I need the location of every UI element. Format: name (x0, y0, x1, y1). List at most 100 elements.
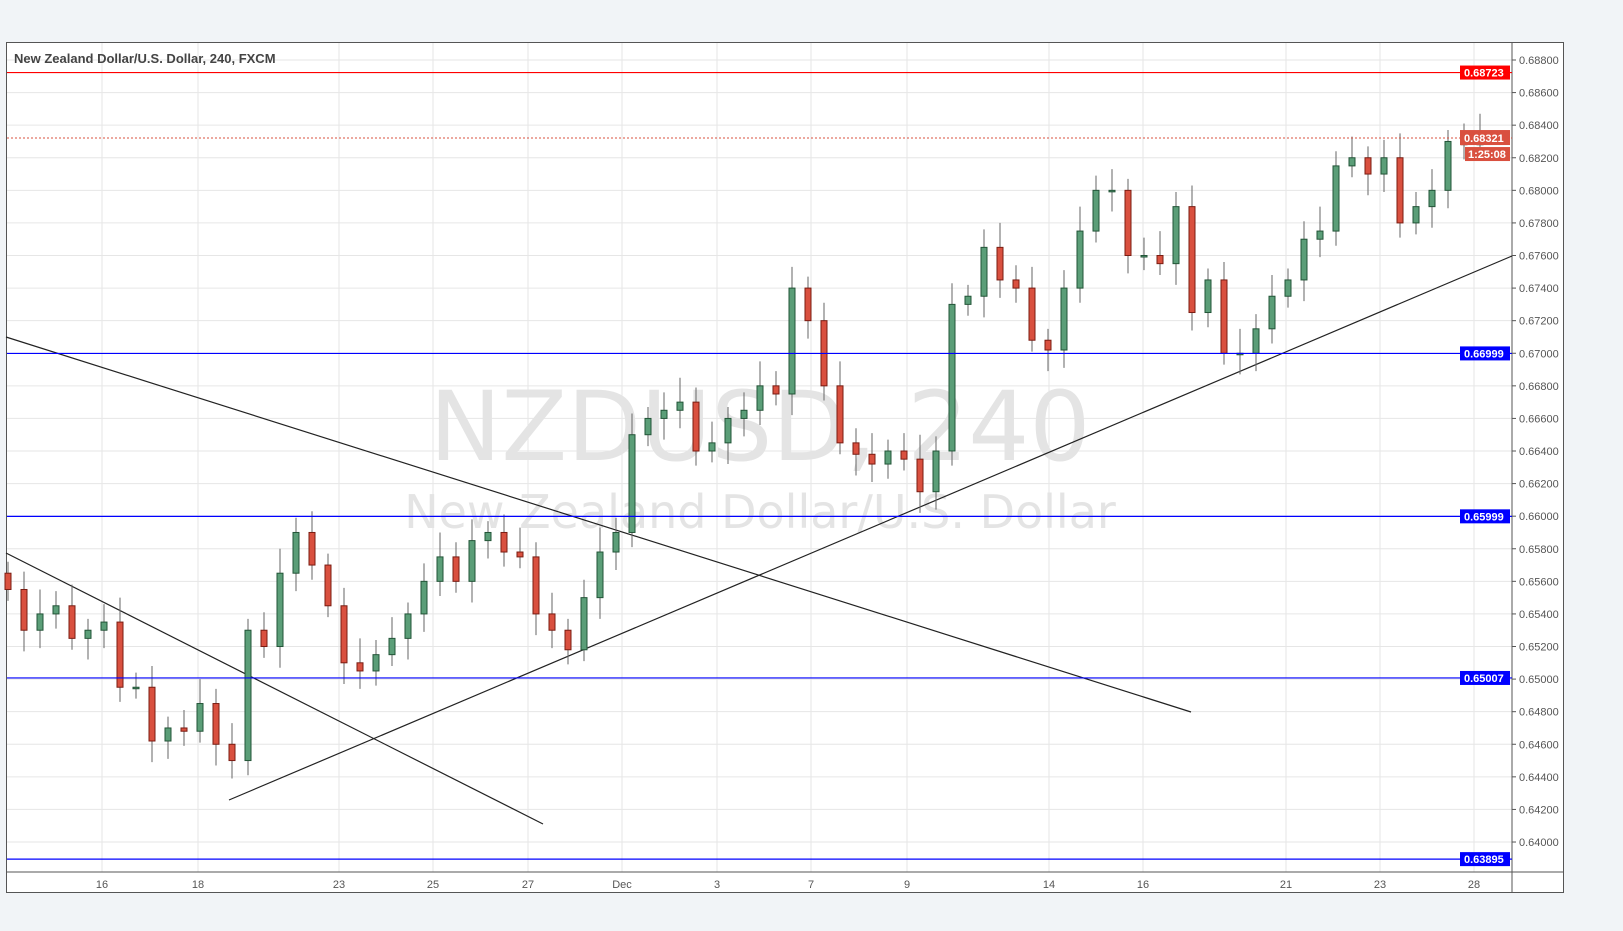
candle-down (356, 662, 364, 672)
candle-down (324, 564, 332, 607)
candle-down (68, 605, 76, 639)
candle-up (292, 531, 300, 574)
candle-down (228, 743, 236, 762)
y-tick-label: 0.64400 (1519, 772, 1559, 784)
candle-up (708, 442, 716, 452)
candle-down (500, 531, 508, 553)
last-price-label: 0.68321 (1464, 133, 1504, 145)
candle-up (132, 686, 140, 690)
candle-up (36, 613, 44, 631)
candle-down (548, 613, 556, 631)
candle-up (436, 556, 444, 582)
candle-up (484, 531, 492, 542)
x-tick-label: 9 (904, 879, 910, 891)
candle-down (148, 686, 156, 742)
y-tick-label: 0.66400 (1519, 446, 1559, 458)
chart-frame[interactable] (6, 42, 1564, 893)
candle-up (1412, 206, 1420, 224)
y-tick-label: 0.66000 (1519, 511, 1559, 523)
candle-up (420, 580, 428, 615)
candle-up (404, 613, 412, 639)
candle-up (628, 434, 636, 533)
candle-up (276, 572, 284, 648)
candle-up (1172, 206, 1180, 265)
x-tick-label: 3 (714, 879, 720, 891)
candle-down (1012, 279, 1020, 289)
candle-down (692, 401, 700, 452)
candle-up (468, 540, 476, 582)
x-tick-label: 21 (1280, 879, 1292, 891)
candle-up (1060, 287, 1068, 351)
candle-up (1140, 255, 1148, 258)
candle-up (196, 703, 204, 732)
y-tick-label: 0.64600 (1519, 739, 1559, 751)
candle-up (612, 531, 620, 553)
price-label: 0.63895 (1464, 854, 1504, 866)
candle-down (340, 605, 348, 664)
candle-down (868, 453, 876, 465)
candle-down (212, 703, 220, 745)
candle-down (996, 246, 1004, 281)
candle-up (964, 295, 972, 305)
candle-up (164, 727, 172, 742)
y-tick-label: 0.64800 (1519, 707, 1559, 719)
price-label: 0.65007 (1464, 673, 1504, 685)
y-tick-label: 0.67000 (1519, 348, 1559, 360)
candle-up (1076, 230, 1084, 289)
candle-up (756, 385, 764, 411)
y-tick-label: 0.68600 (1519, 88, 1559, 100)
y-tick-label: 0.65400 (1519, 609, 1559, 621)
candle-up (372, 654, 380, 672)
candle-up (724, 417, 732, 444)
candle-down (1028, 287, 1036, 341)
y-tick-label: 0.64000 (1519, 837, 1559, 849)
candle-down (804, 287, 812, 322)
y-tick-label: 0.66200 (1519, 479, 1559, 491)
candle-up (1268, 295, 1276, 330)
price-label-box (1460, 509, 1510, 524)
x-tick-label: 23 (1374, 879, 1386, 891)
y-tick-label: 0.66600 (1519, 413, 1559, 425)
candle-up (244, 629, 252, 762)
price-label: 0.66999 (1464, 348, 1504, 360)
candle-down (1044, 339, 1052, 351)
x-tick-label: 16 (1137, 879, 1149, 891)
candle-up (644, 417, 652, 436)
y-tick-label: 0.68200 (1519, 153, 1559, 165)
candle-down (452, 556, 460, 582)
candle-down (1188, 206, 1196, 314)
candle-up (1092, 189, 1100, 232)
candle-down (836, 385, 844, 444)
candle-up (1380, 157, 1388, 175)
price-label: 0.65999 (1464, 511, 1504, 523)
x-tick-label: Dec (612, 879, 632, 891)
y-tick-label: 0.68800 (1519, 55, 1559, 67)
candle-up (596, 551, 604, 599)
y-tick-label: 0.65000 (1519, 674, 1559, 686)
watermark-description: New Zealand Dollar/U.S. Dollar (404, 485, 1116, 539)
trendline (5, 552, 544, 825)
candle-up (388, 637, 396, 656)
price-label-box (1460, 65, 1510, 80)
candle-up (52, 605, 60, 615)
x-tick-label: 7 (808, 879, 814, 891)
candle-up (1332, 165, 1340, 232)
candle-down (308, 531, 316, 566)
candle-up (948, 303, 956, 452)
candle-up (580, 597, 588, 651)
y-tick-label: 0.65800 (1519, 544, 1559, 556)
candle-up (1316, 230, 1324, 240)
candle-up (1108, 189, 1116, 193)
candle-down (532, 556, 540, 615)
candle-down (1124, 189, 1132, 257)
candle-down (1220, 279, 1228, 354)
y-tick-label: 0.67400 (1519, 283, 1559, 295)
bar-countdown: 1:25:08 (1468, 149, 1506, 161)
candle-up (676, 401, 684, 411)
candle-down (260, 629, 268, 648)
candle-up (1428, 189, 1436, 208)
candle-up (980, 246, 988, 297)
x-tick-label: 14 (1043, 879, 1055, 891)
candle-down (564, 629, 572, 651)
